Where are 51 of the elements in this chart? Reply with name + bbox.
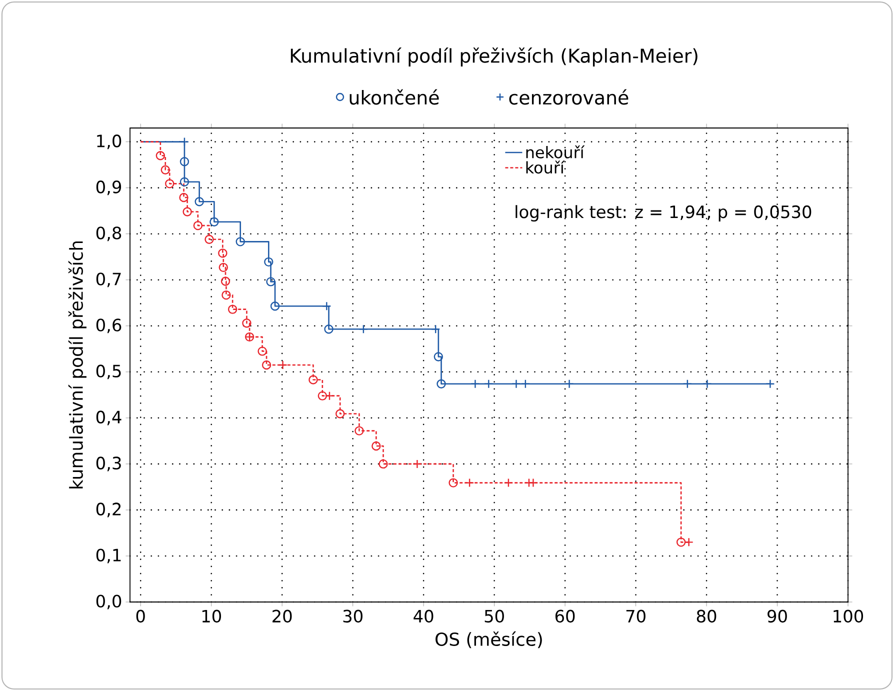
point: [258, 346, 267, 356]
y-axis-title: kumulativní podíl přeživších: [68, 241, 86, 488]
y-tick-label: 1,0: [97, 134, 122, 150]
x-tick-label: 20: [272, 610, 292, 623]
point: [218, 262, 228, 272]
x-tick-label: 40: [414, 610, 434, 623]
point: [336, 409, 345, 418]
point: [156, 151, 166, 160]
legend-label: nekouří: [526, 145, 585, 158]
point: [182, 207, 192, 216]
legend-label: kouří: [526, 160, 565, 174]
y-tick-label: 0,3: [96, 456, 121, 472]
point: [204, 234, 214, 244]
y-tick-label: 0,6: [96, 318, 122, 334]
y-tick-label: 0,2: [96, 502, 121, 518]
y-tick-label: 0,5: [96, 364, 121, 380]
x-axis-title: OS (měsíce): [436, 631, 542, 648]
x-tick-label: 10: [202, 610, 222, 623]
point: [228, 304, 238, 314]
y-tick-label: 0,1: [96, 548, 121, 564]
point: [218, 248, 228, 258]
legend-label: cenzorované: [509, 89, 628, 105]
point: [242, 318, 252, 328]
point: [220, 276, 230, 286]
chart-title: Kumulativní podíl přeživších (Kaplan-Meier): [290, 47, 698, 67]
x-tick-label: 70: [626, 610, 646, 623]
y-tick-label: 0,7: [96, 272, 121, 288]
x-tick-label: 100: [834, 610, 864, 623]
point: [160, 165, 170, 174]
point: [179, 192, 188, 202]
x-tick-label: 30: [343, 610, 362, 623]
y-tick-label: 0,8: [96, 226, 122, 242]
x-tick-label: 50: [484, 610, 504, 623]
legend-label: ukončené: [350, 89, 439, 105]
y-tick-label: 0,0: [96, 594, 122, 610]
point: [193, 220, 203, 230]
point: [222, 290, 231, 300]
x-tick-label: 60: [555, 610, 575, 623]
y-tick-label: 0,4: [96, 410, 122, 426]
point: [308, 375, 318, 384]
point: [165, 179, 174, 188]
x-tick-label: 90: [768, 610, 787, 623]
point: [354, 426, 364, 436]
point: [448, 478, 458, 488]
y-tick-label: 0,9: [96, 180, 122, 196]
point: [378, 459, 388, 469]
annotation: log-rank test: z = 1,94; p = 0,0530: [516, 205, 812, 222]
point: [262, 360, 272, 370]
x-tick-label: 0: [136, 610, 145, 623]
point: [372, 441, 381, 451]
x-tick-label: 80: [696, 610, 716, 623]
